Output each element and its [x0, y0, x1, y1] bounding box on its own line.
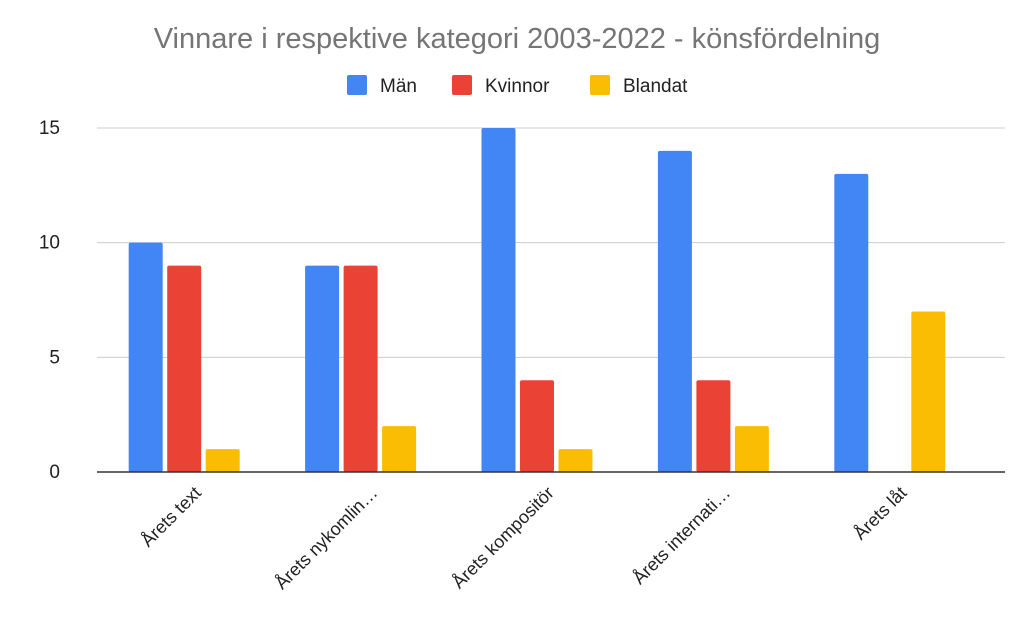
bar-4-2 — [696, 380, 731, 472]
x-category-label-1: Årets text — [137, 483, 205, 551]
bar-4-3 — [734, 426, 769, 472]
y-tick-label-5: 5 — [49, 347, 60, 368]
legend-swatch-1 — [347, 75, 367, 95]
legend: Män Kvinnor Blandat — [347, 75, 688, 97]
y-tick-label-15: 15 — [39, 118, 60, 139]
x-category-label-4: Årets internati… — [629, 483, 734, 588]
bar-2-3 — [382, 426, 417, 472]
bar-1-1 — [128, 242, 163, 472]
legend-swatch-2 — [452, 75, 472, 95]
bar-2-2 — [343, 265, 378, 472]
bar-1-3 — [205, 449, 240, 472]
x-category-label-3: Årets kompositör — [448, 483, 558, 593]
bar-1-2 — [167, 265, 202, 472]
bars — [128, 128, 946, 472]
bar-5-3 — [911, 311, 946, 472]
bar-4-1 — [657, 150, 692, 472]
legend-label-1: Män — [380, 76, 417, 97]
gridlines — [97, 127, 1005, 358]
y-axis: 0 5 10 15 — [39, 118, 60, 483]
x-category-label-5: Årets låt — [850, 483, 911, 544]
legend-label-3: Blandat — [623, 76, 688, 97]
x-axis: Årets text Årets nykomlin… Årets kompositö… — [97, 471, 1005, 593]
bar-2-1 — [305, 265, 340, 472]
chart-title: Vinnare i respektive kategori 2003-2022 … — [154, 23, 881, 55]
bar-3-3 — [558, 449, 593, 472]
legend-swatch-3 — [590, 75, 610, 95]
x-category-label-2: Årets nykomlin… — [271, 483, 381, 593]
bar-3-2 — [520, 380, 554, 472]
y-tick-label-0: 0 — [49, 462, 60, 483]
bar-5-1 — [834, 173, 869, 472]
y-tick-label-10: 10 — [39, 233, 60, 254]
legend-label-2: Kvinnor — [485, 76, 550, 97]
bar-3-1 — [481, 128, 516, 472]
